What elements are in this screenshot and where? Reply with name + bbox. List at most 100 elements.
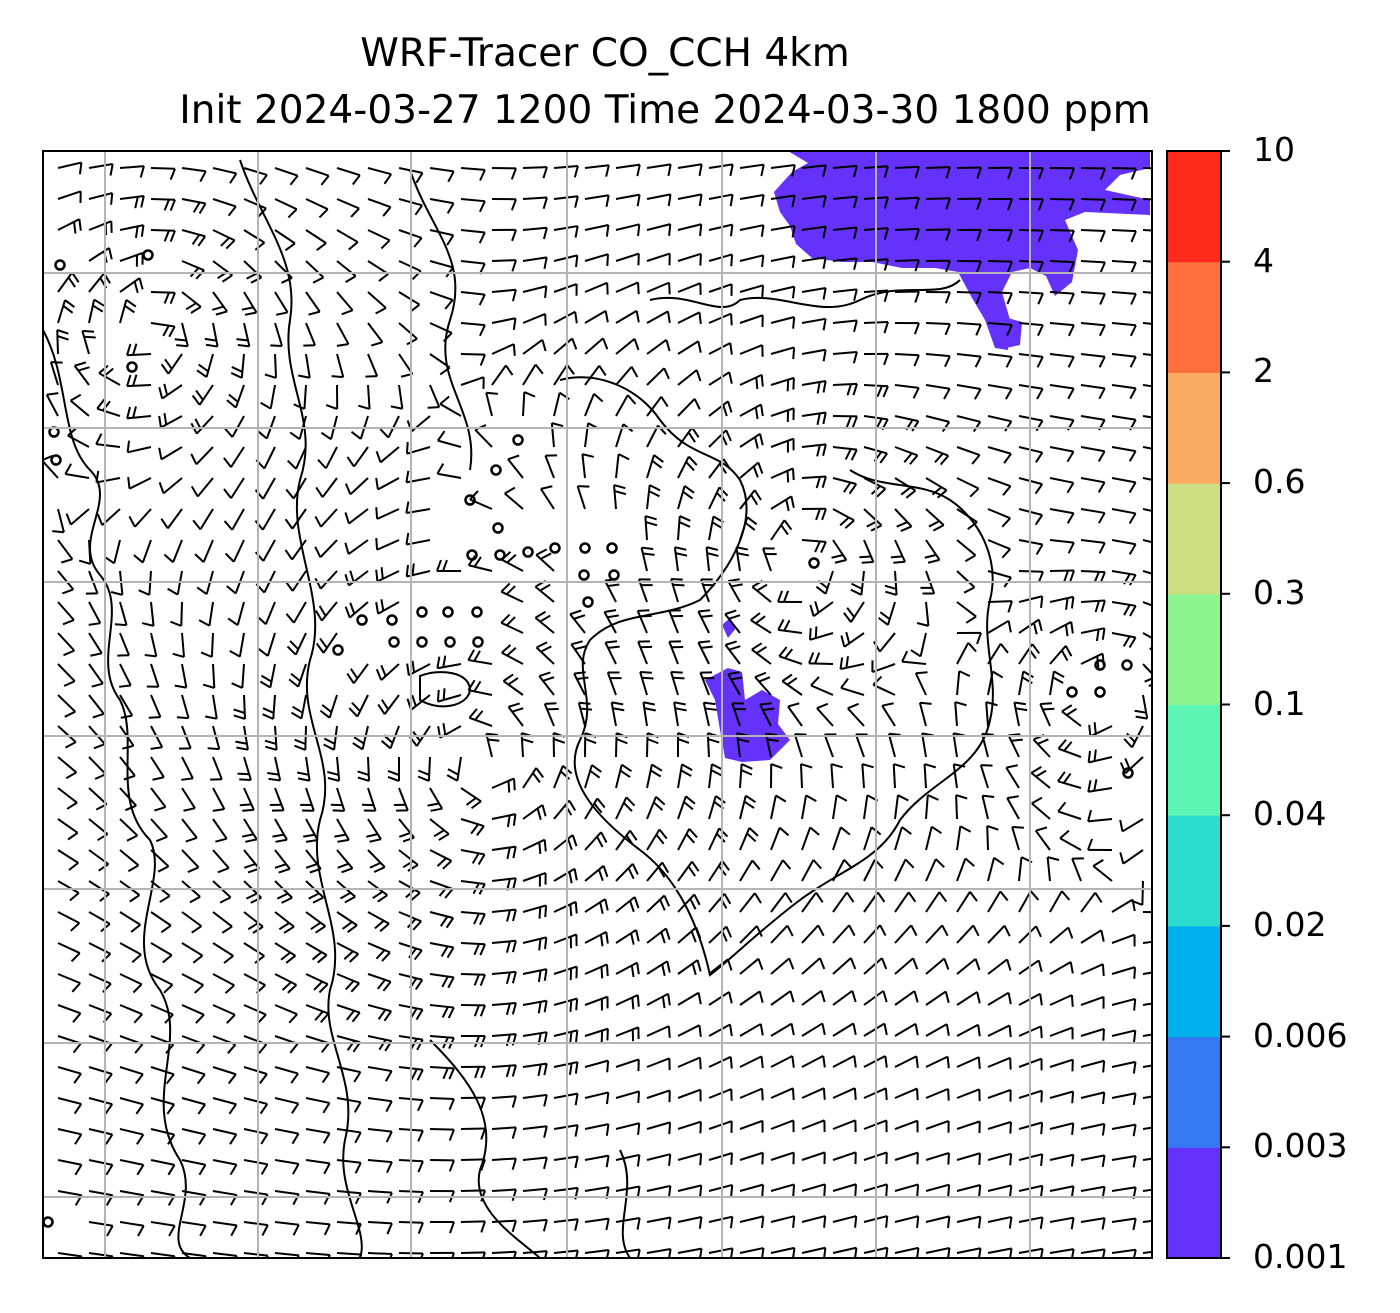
wind-barb bbox=[863, 957, 888, 975]
wind-barb bbox=[553, 1061, 579, 1076]
wind-barb bbox=[504, 486, 524, 510]
wind-barb bbox=[801, 348, 827, 362]
wind-barb bbox=[987, 353, 1013, 368]
wind-barb bbox=[751, 642, 772, 665]
wind-barb bbox=[987, 619, 1012, 634]
wind-barb bbox=[522, 312, 547, 326]
wind-barb bbox=[150, 229, 176, 242]
wind-barb bbox=[507, 702, 524, 727]
calm-wind-marker bbox=[444, 636, 456, 648]
wind-barb bbox=[314, 601, 338, 622]
wind-barb bbox=[832, 382, 858, 396]
wind-barb bbox=[1049, 595, 1075, 610]
wind-barb bbox=[522, 1156, 548, 1170]
wind-barb bbox=[584, 1248, 610, 1258]
wind-barb bbox=[793, 733, 807, 758]
wind-barb bbox=[739, 957, 764, 975]
wind-barb bbox=[491, 1064, 517, 1078]
wind-barb bbox=[646, 484, 661, 510]
wind-barb bbox=[894, 891, 917, 913]
wind-barb bbox=[677, 426, 700, 448]
wind-barb bbox=[1049, 477, 1075, 494]
wind-barb bbox=[1049, 1026, 1074, 1040]
wind-barb bbox=[1039, 702, 1055, 727]
colorbar-tick-label: 0.04 bbox=[1253, 794, 1327, 834]
wind-barb bbox=[429, 1066, 455, 1080]
wind-barb bbox=[615, 453, 630, 479]
wind-barb bbox=[119, 1097, 144, 1115]
wind-barb bbox=[553, 965, 578, 981]
wind-barb bbox=[987, 384, 1013, 400]
wind-barb bbox=[181, 229, 206, 247]
colorbar-segment bbox=[1167, 925, 1221, 1038]
wind-barb bbox=[677, 926, 702, 944]
wind-barb bbox=[284, 508, 307, 530]
calm-wind-marker bbox=[494, 549, 506, 561]
wind-barb bbox=[894, 1087, 919, 1101]
wind-barb bbox=[57, 1159, 83, 1176]
wind-barb bbox=[832, 446, 858, 461]
wind-barb bbox=[987, 260, 1013, 273]
wind-barb bbox=[801, 164, 827, 177]
wind-barb bbox=[1080, 353, 1106, 368]
wind-barb bbox=[150, 1004, 174, 1024]
wind-barb bbox=[770, 519, 793, 541]
wind-barb bbox=[708, 991, 733, 1006]
wind-barb bbox=[1080, 1028, 1105, 1041]
wind-barb bbox=[119, 1128, 145, 1145]
wind-barb bbox=[491, 343, 516, 356]
wind-barb bbox=[160, 353, 183, 375]
wind-barb bbox=[375, 477, 400, 491]
wind-barb bbox=[1080, 477, 1106, 493]
wind-barb bbox=[305, 1221, 331, 1236]
wind-barb bbox=[181, 911, 202, 934]
wind-barb bbox=[987, 166, 1013, 180]
tracer-plume-north bbox=[774, 151, 1150, 350]
wind-barb bbox=[839, 656, 865, 671]
wind-barb bbox=[956, 322, 982, 336]
wind-barb bbox=[615, 1090, 641, 1104]
wind-barb bbox=[285, 601, 307, 624]
wind-barb bbox=[522, 391, 536, 417]
wind-barb bbox=[646, 281, 671, 295]
wind-barb bbox=[810, 676, 834, 696]
wind-barb bbox=[305, 1035, 330, 1054]
wind-barb bbox=[1111, 322, 1137, 337]
wind-barb bbox=[119, 663, 132, 688]
wind-barb bbox=[243, 1159, 269, 1175]
wind-barb bbox=[500, 582, 524, 603]
wind-barb bbox=[1142, 1002, 1152, 1006]
wind-barb bbox=[646, 1057, 671, 1071]
wind-barb bbox=[522, 1093, 548, 1107]
wind-barb bbox=[172, 632, 185, 658]
wind-barb bbox=[65, 508, 90, 526]
wind-barb bbox=[801, 924, 825, 944]
wind-barb bbox=[956, 166, 982, 179]
wind-barb bbox=[894, 322, 920, 335]
wind-barb bbox=[69, 393, 90, 417]
wind-barb bbox=[1111, 229, 1137, 243]
wind-barb bbox=[1049, 569, 1075, 583]
wind-barb bbox=[64, 463, 90, 479]
wind-barb bbox=[1142, 446, 1152, 450]
wind-barb bbox=[367, 1066, 393, 1082]
wind-barb bbox=[1111, 508, 1137, 525]
wind-barb bbox=[987, 991, 1012, 1006]
wind-barb bbox=[1111, 1248, 1137, 1258]
wind-barb bbox=[141, 601, 155, 627]
wind-barb bbox=[1080, 995, 1105, 1009]
wind-barb bbox=[894, 477, 917, 499]
wind-barb bbox=[739, 1023, 764, 1037]
wind-barb bbox=[925, 1120, 950, 1133]
wind-barb bbox=[57, 1004, 82, 1023]
wind-barb bbox=[739, 373, 764, 390]
wind-barb bbox=[894, 1151, 919, 1165]
wind-barb bbox=[677, 398, 701, 417]
wind-barb bbox=[584, 1091, 610, 1105]
wind-barb bbox=[705, 546, 719, 572]
wind-barb bbox=[181, 818, 198, 843]
colorbar-tick-label: 0.02 bbox=[1253, 904, 1327, 944]
wind-barb bbox=[739, 794, 757, 820]
wind-barb bbox=[604, 640, 620, 665]
wind-barb bbox=[801, 507, 827, 521]
